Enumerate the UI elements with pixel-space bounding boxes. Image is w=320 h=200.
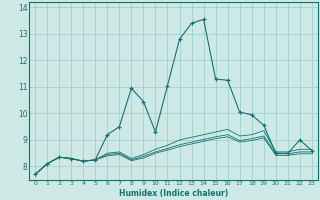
X-axis label: Humidex (Indice chaleur): Humidex (Indice chaleur): [119, 189, 228, 198]
